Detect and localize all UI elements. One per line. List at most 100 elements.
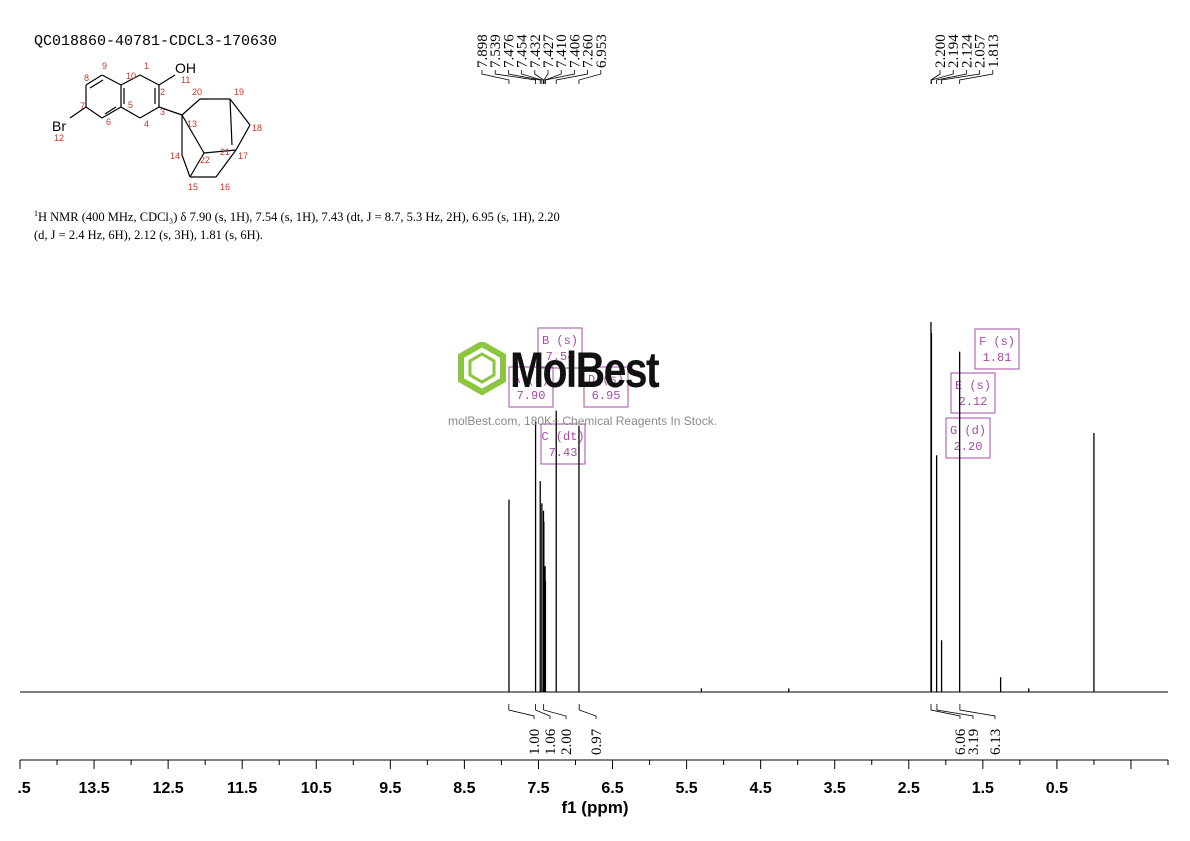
peak-label-leader xyxy=(543,70,549,84)
multiplet-label: G (d) xyxy=(950,424,986,438)
integral-leader xyxy=(535,704,551,719)
x-axis-tick-label: 3.5 xyxy=(824,780,846,797)
multiplet-box xyxy=(537,327,583,369)
svg-text:22: 22 xyxy=(200,155,210,165)
multiplet-box xyxy=(945,417,991,459)
peak-label: 7.406 xyxy=(567,34,583,68)
svg-text:16: 16 xyxy=(220,182,230,192)
svg-text:9: 9 xyxy=(102,61,107,71)
multiplet-box xyxy=(950,372,996,414)
peak-label: 1.813 xyxy=(986,34,1002,68)
peak-label-leader xyxy=(545,70,575,84)
integral-label: 6.06 xyxy=(953,728,969,755)
svg-text:7: 7 xyxy=(80,101,85,111)
x-axis-label: f1 (ppm) xyxy=(561,798,628,817)
x-axis-tick-label: 10.5 xyxy=(301,780,332,797)
integral-label: 6.13 xyxy=(988,729,1004,755)
peak-label-leader xyxy=(481,70,510,84)
peak-label: 7.260 xyxy=(581,34,597,68)
integral-label: 0.97 xyxy=(589,728,605,755)
svg-text:3: 3 xyxy=(160,107,165,117)
peak-label: 7.410 xyxy=(554,34,570,68)
peak-label-leader xyxy=(931,70,954,84)
peak-labels-left: 7.8987.5397.4767.4547.4327.4277.4107.406… xyxy=(475,34,610,84)
x-axis-tick-label: 9.5 xyxy=(379,780,401,797)
peak-label-leader xyxy=(936,70,967,84)
watermark-logo-icon xyxy=(458,342,506,396)
watermark-brand: MolBest xyxy=(510,342,660,398)
watermark-tagline: molBest.com, 180K+ Chemical Reagents In … xyxy=(448,414,718,428)
peak-label-leader xyxy=(521,70,543,84)
multiplet-shift: 7.90 xyxy=(517,389,546,403)
integral-leader xyxy=(578,704,597,719)
integral-label: 2.00 xyxy=(559,729,575,755)
peak-label: 7.898 xyxy=(475,34,491,68)
svg-text:4: 4 xyxy=(144,119,149,129)
multiplet-shift: 6.95 xyxy=(592,389,621,403)
peak-label: 6.953 xyxy=(594,34,610,68)
x-axis-tick-label: 2.5 xyxy=(898,780,920,797)
peak-label: 2.200 xyxy=(933,34,949,68)
peak-label: 2.124 xyxy=(959,34,975,68)
multiplet-box xyxy=(540,423,586,465)
svg-text:Br: Br xyxy=(52,118,66,134)
x-axis-tick-label: 8.5 xyxy=(453,780,475,797)
peak-label-leader xyxy=(930,70,941,84)
svg-text:14: 14 xyxy=(170,151,180,161)
multiplet-box xyxy=(974,328,1020,370)
peak-label: 7.476 xyxy=(501,34,517,68)
svg-text:10: 10 xyxy=(126,71,136,81)
integral-leader xyxy=(959,704,996,719)
sample-id: QC018860-40781-CDCL3-170630 xyxy=(34,33,278,50)
x-axis-tick-label: .5 xyxy=(17,780,30,797)
multiplet-boxes: A (s) 7.90 B (s) 7.54 C (dt) 7.43 D (s) 6.95 E (… xyxy=(508,327,1020,465)
svg-text:21: 21 xyxy=(220,147,230,157)
integral-label: 1.06 xyxy=(543,728,559,755)
peak-label-leader xyxy=(959,70,994,84)
x-axis-tick-label: 11.5 xyxy=(227,780,257,797)
x-axis-tick-label: 12.5 xyxy=(153,780,184,797)
integral-leader xyxy=(936,704,974,719)
svg-text:5: 5 xyxy=(128,100,133,110)
svg-text:12: 12 xyxy=(54,133,64,143)
svg-text:2: 2 xyxy=(160,87,165,97)
multiplet-label: D (s) xyxy=(588,373,624,387)
x-axis: .5 13.5 12.5 11.5 10.5 9.5 8.5 7.5 6.5 5.5 4.5 3.5 2… xyxy=(17,759,1169,797)
nmr-description-line2: (d, J = 2.4 Hz, 6H), 2.12 (s, 3H), 1.81 … xyxy=(34,228,263,243)
multiplet-label: C (dt) xyxy=(541,430,584,444)
peak-label-leader xyxy=(941,70,980,84)
multiplet-shift: 7.54 xyxy=(546,350,575,364)
integral-label: 3.19 xyxy=(966,729,982,755)
nmr-description: 1H NMR (400 MHz, CDCl₃) δ 7.90 (s, 1H), … xyxy=(34,205,594,244)
peak-label-leader xyxy=(507,70,541,84)
multiplet-box xyxy=(583,366,629,408)
svg-text:20: 20 xyxy=(192,87,202,97)
multiplet-shift: 1.81 xyxy=(983,351,1012,365)
integral-leader xyxy=(930,704,961,719)
svg-text:8: 8 xyxy=(84,73,89,83)
svg-text:15: 15 xyxy=(188,182,198,192)
svg-text:18: 18 xyxy=(252,123,262,133)
peak-label: 2.057 xyxy=(973,34,989,68)
x-axis-tick-label: 1.5 xyxy=(972,780,994,797)
peak-label-leader xyxy=(578,70,602,84)
multiplet-shift: 2.12 xyxy=(959,395,988,409)
integral-label: 1.00 xyxy=(527,729,543,755)
svg-text:11: 11 xyxy=(181,75,190,85)
nmr-description-sup: 1 xyxy=(34,209,38,218)
svg-text:19: 19 xyxy=(234,87,244,97)
svg-text:1: 1 xyxy=(144,61,149,71)
svg-text:6: 6 xyxy=(106,117,111,127)
x-axis-tick-label: 5.5 xyxy=(675,780,697,797)
integral-leader xyxy=(543,704,567,719)
x-axis-tick-label: 4.5 xyxy=(750,780,772,797)
x-axis-tick-label: 6.5 xyxy=(601,780,623,797)
peak-label: 2.194 xyxy=(946,34,962,68)
peak-label-leader xyxy=(494,70,536,84)
nmr-description-line1: H NMR (400 MHz, CDCl₃) δ 7.90 (s, 1H), 7… xyxy=(38,210,560,225)
multiplet-label: A (s) xyxy=(513,373,549,387)
x-axis-tick-label: 0.5 xyxy=(1046,780,1068,797)
